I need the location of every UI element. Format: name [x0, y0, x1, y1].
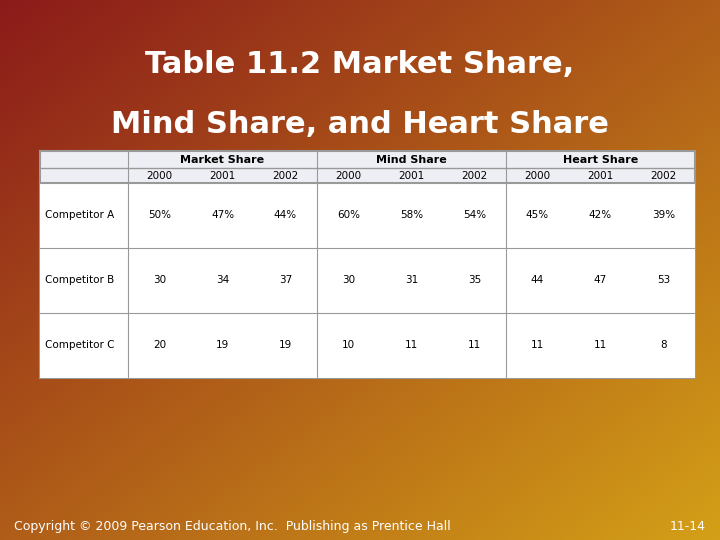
Text: 37: 37	[279, 275, 292, 286]
Text: 2001: 2001	[398, 171, 425, 180]
Text: 11: 11	[468, 341, 481, 350]
Text: 34: 34	[216, 275, 229, 286]
FancyBboxPatch shape	[40, 151, 695, 378]
Text: 11: 11	[594, 341, 607, 350]
Text: 11: 11	[405, 341, 418, 350]
Text: 39%: 39%	[652, 211, 675, 220]
Text: 42%: 42%	[589, 211, 612, 220]
FancyBboxPatch shape	[40, 183, 695, 378]
Text: 44: 44	[531, 275, 544, 286]
Text: Copyright © 2009 Pearson Education, Inc.  Publishing as Prentice Hall: Copyright © 2009 Pearson Education, Inc.…	[14, 520, 451, 533]
Text: 2001: 2001	[210, 171, 235, 180]
Text: Competitor B: Competitor B	[45, 275, 114, 286]
Text: 2000: 2000	[146, 171, 173, 180]
Text: 11: 11	[531, 341, 544, 350]
Text: Table 11.2 Market Share,: Table 11.2 Market Share,	[145, 50, 575, 79]
Text: 2000: 2000	[336, 171, 361, 180]
Text: 2002: 2002	[272, 171, 299, 180]
Text: 19: 19	[279, 341, 292, 350]
Text: 20: 20	[153, 341, 166, 350]
Text: Mind Share: Mind Share	[376, 154, 447, 165]
Text: 60%: 60%	[337, 211, 360, 220]
Text: 8: 8	[660, 341, 667, 350]
Text: 2001: 2001	[588, 171, 613, 180]
Text: Mind Share, and Heart Share: Mind Share, and Heart Share	[111, 110, 609, 139]
Text: Market Share: Market Share	[181, 154, 264, 165]
Text: 2000: 2000	[524, 171, 550, 180]
Text: 35: 35	[468, 275, 481, 286]
Text: 47%: 47%	[211, 211, 234, 220]
Text: 30: 30	[342, 275, 355, 286]
Text: Heart Share: Heart Share	[563, 154, 638, 165]
Text: 31: 31	[405, 275, 418, 286]
Text: 50%: 50%	[148, 211, 171, 220]
Text: 19: 19	[216, 341, 229, 350]
Text: 2002: 2002	[462, 171, 487, 180]
Text: 2002: 2002	[650, 171, 676, 180]
Text: Competitor C: Competitor C	[45, 341, 115, 350]
Text: 11-14: 11-14	[670, 520, 706, 533]
Text: Competitor A: Competitor A	[45, 211, 114, 220]
Text: 53: 53	[657, 275, 670, 286]
Text: 45%: 45%	[526, 211, 549, 220]
Text: 30: 30	[153, 275, 166, 286]
Text: 47: 47	[594, 275, 607, 286]
Text: 54%: 54%	[463, 211, 486, 220]
Text: 58%: 58%	[400, 211, 423, 220]
Text: 10: 10	[342, 341, 355, 350]
Text: 44%: 44%	[274, 211, 297, 220]
